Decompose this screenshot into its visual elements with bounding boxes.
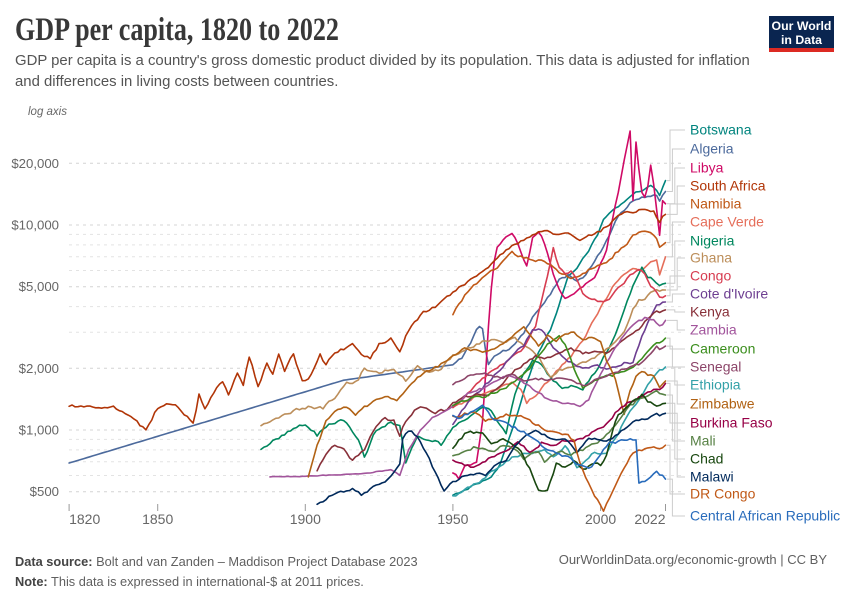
svg-text:1820: 1820 [69, 511, 100, 527]
svg-text:$10,000: $10,000 [11, 218, 59, 233]
svg-text:$20,000: $20,000 [11, 156, 59, 171]
svg-text:Namibia: Namibia [690, 196, 742, 212]
svg-text:Nigeria: Nigeria [690, 233, 735, 249]
svg-text:Cape Verde: Cape Verde [690, 214, 764, 230]
svg-text:South Africa: South Africa [690, 178, 766, 194]
svg-text:Congo: Congo [690, 268, 731, 284]
svg-text:Burkina Faso: Burkina Faso [690, 415, 773, 431]
svg-text:Cameroon: Cameroon [690, 341, 755, 357]
svg-text:Botswana: Botswana [690, 122, 752, 138]
svg-text:Zambia: Zambia [690, 322, 737, 338]
svg-text:Senegal: Senegal [690, 359, 741, 375]
svg-text:2000: 2000 [585, 511, 616, 527]
svg-text:DR Congo: DR Congo [690, 486, 756, 502]
svg-text:$500: $500 [30, 484, 59, 499]
svg-text:Libya: Libya [690, 160, 724, 176]
svg-text:Central African Republic: Central African Republic [690, 508, 840, 524]
svg-text:Ghana: Ghana [690, 250, 732, 266]
svg-text:$5,000: $5,000 [19, 279, 59, 294]
svg-text:Mali: Mali [690, 433, 716, 449]
svg-text:1850: 1850 [142, 511, 173, 527]
svg-text:Zimbabwe: Zimbabwe [690, 396, 755, 412]
svg-text:Kenya: Kenya [690, 304, 730, 320]
svg-text:1950: 1950 [437, 511, 468, 527]
svg-text:Chad: Chad [690, 451, 723, 467]
svg-text:Malawi: Malawi [690, 469, 734, 485]
svg-text:2022: 2022 [634, 511, 665, 527]
svg-text:$2,000: $2,000 [19, 361, 59, 376]
svg-text:Cote d'Ivoire: Cote d'Ivoire [690, 286, 768, 302]
svg-text:1900: 1900 [290, 511, 321, 527]
svg-text:Algeria: Algeria [690, 141, 734, 157]
svg-text:Ethiopia: Ethiopia [690, 377, 741, 393]
svg-text:$1,000: $1,000 [19, 423, 59, 438]
